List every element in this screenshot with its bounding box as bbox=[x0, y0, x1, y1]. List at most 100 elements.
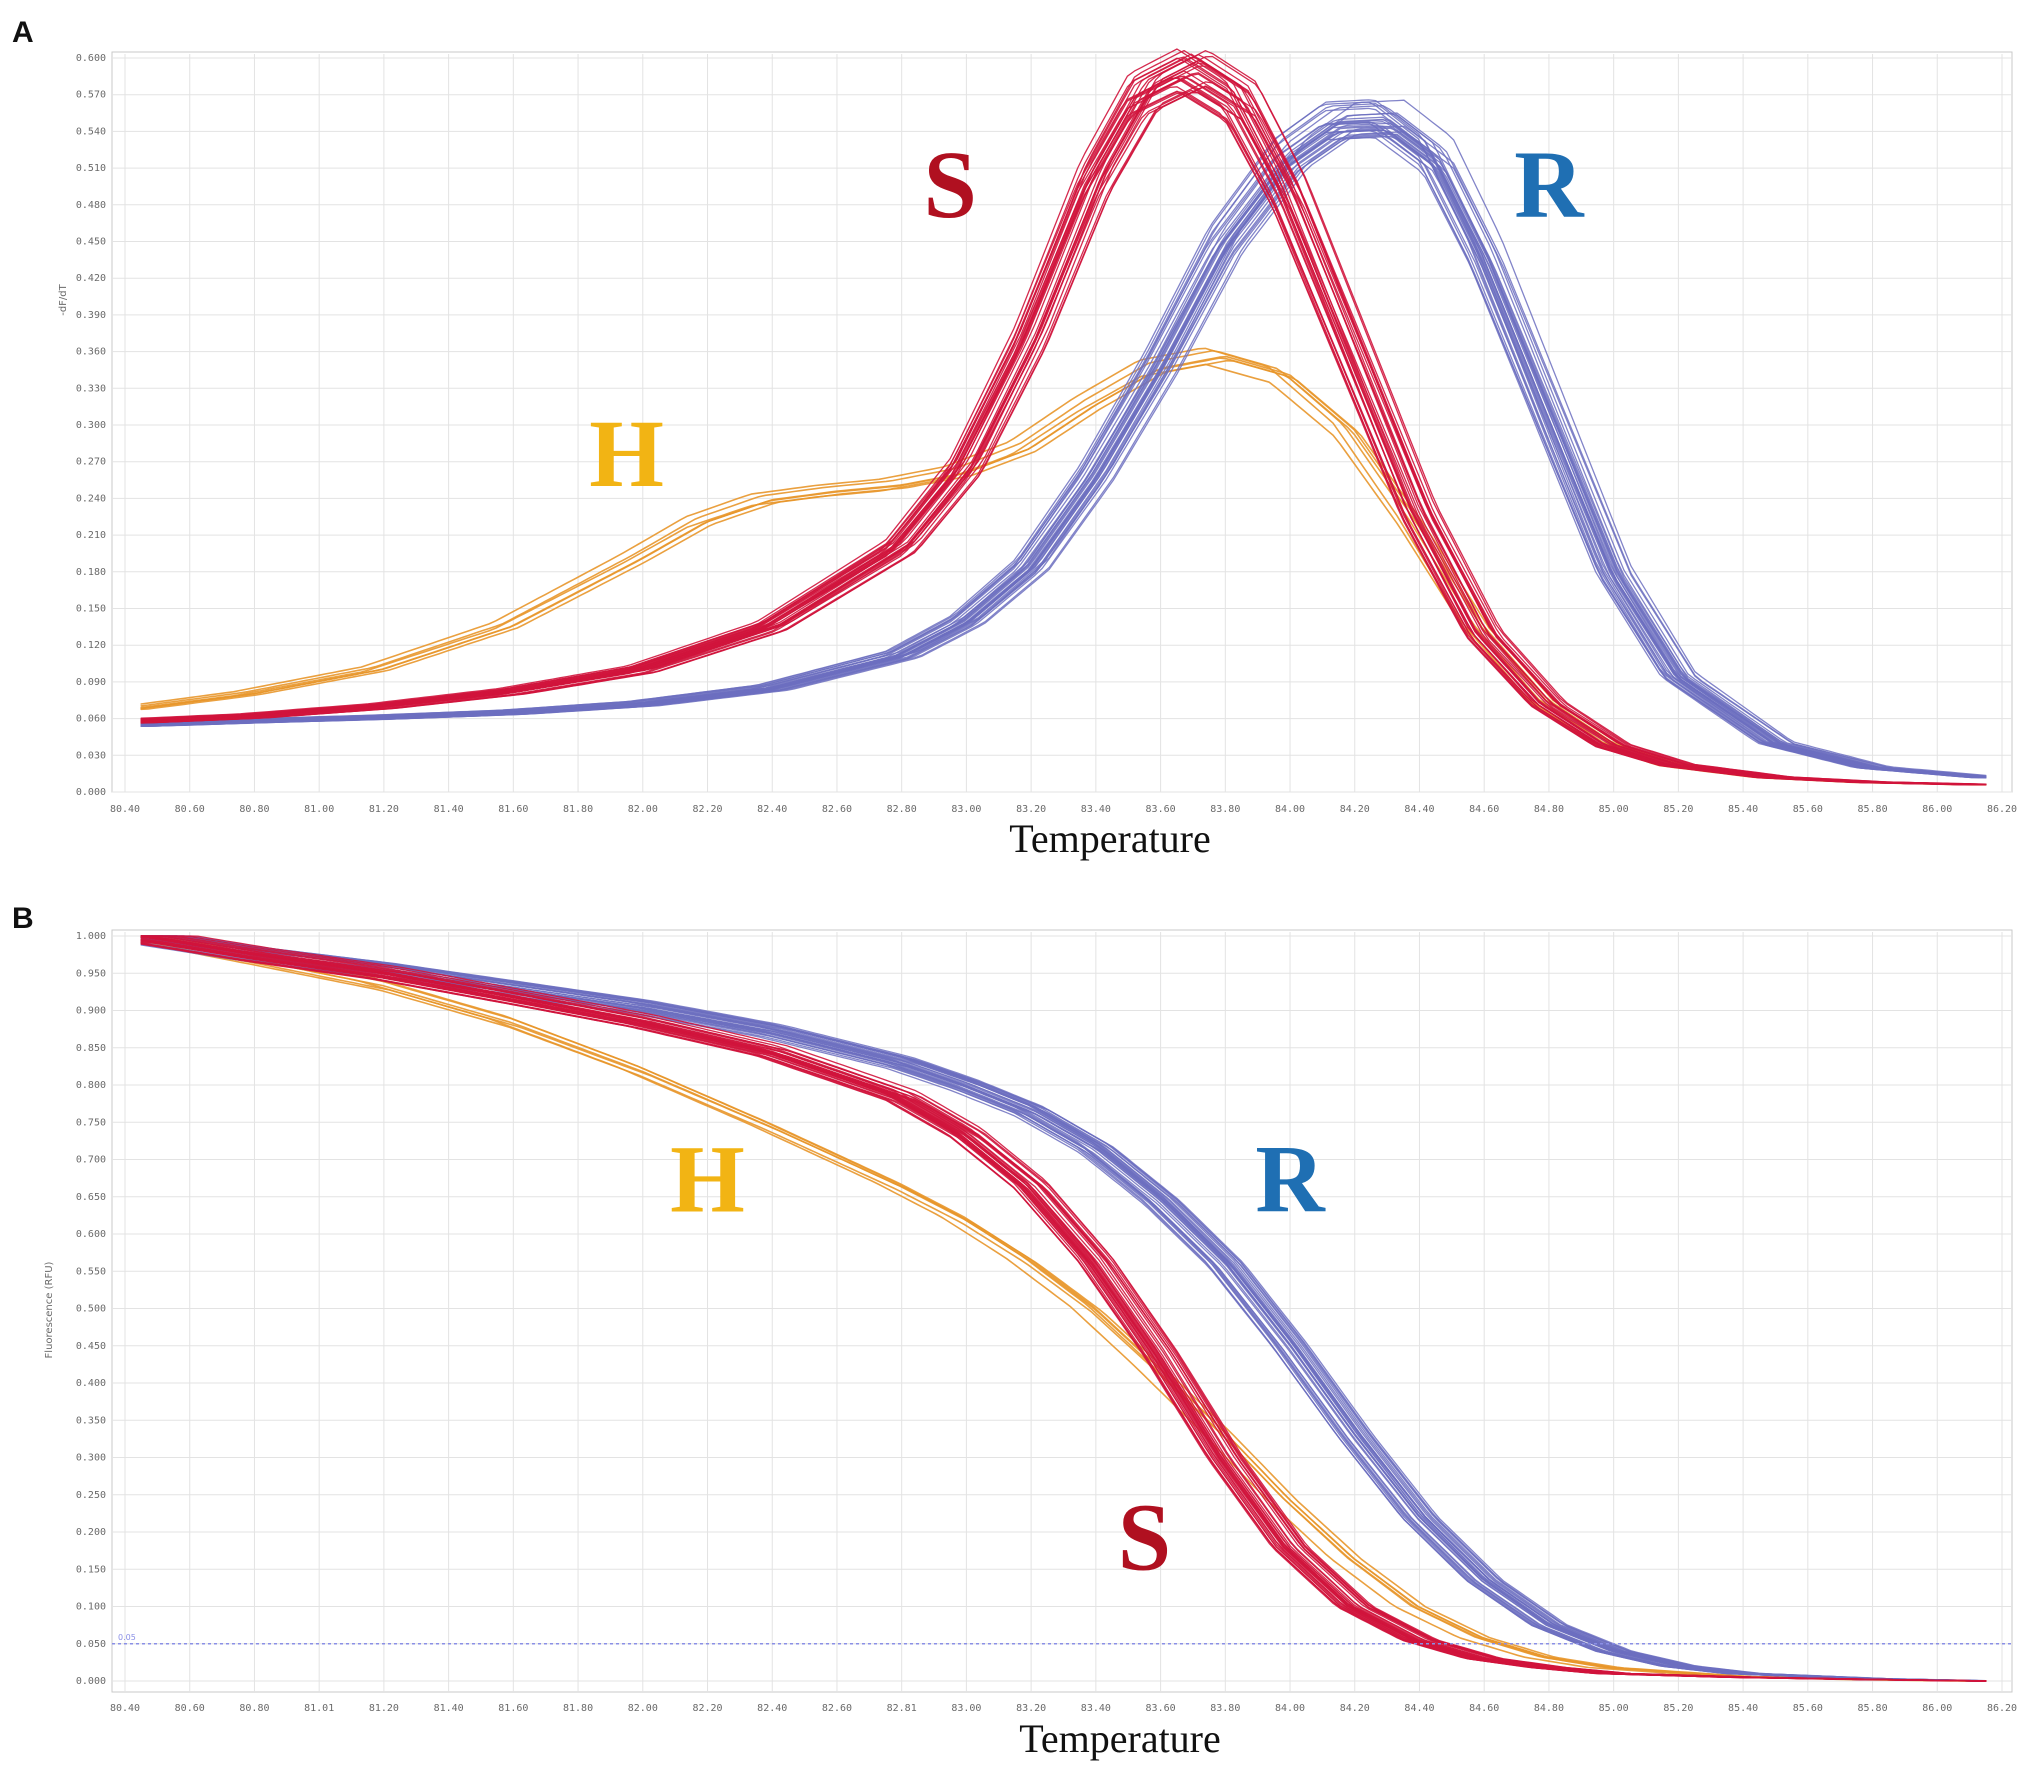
panel-a-trace-S bbox=[140, 76, 1987, 786]
panel-b-x-tick-label: 81.20 bbox=[369, 1703, 399, 1714]
panel-a-trace-H bbox=[140, 363, 1987, 786]
panel-a-trace-R bbox=[140, 99, 1987, 777]
panel-b: B 0.05 0.000 0.050 0.100 0.150 0.200 0.250 0.3… bbox=[12, 902, 2017, 1761]
panel-b-x-tick-label: 84.80 bbox=[1534, 1703, 1564, 1714]
panel-a-y-tick-label: 0.540 bbox=[76, 126, 106, 137]
panel-b-trace-H bbox=[140, 936, 1987, 1682]
panel-b-trace-R bbox=[140, 942, 1987, 1682]
panel-b-x-tick-label: 86.00 bbox=[1922, 1703, 1952, 1714]
panel-a-y-tick-label: 0.150 bbox=[76, 604, 106, 615]
panel-b-trace-S bbox=[140, 939, 1987, 1682]
panel-b-trace-S bbox=[140, 942, 1987, 1682]
panel-b-x-tick-label: 85.40 bbox=[1728, 1703, 1758, 1714]
panel-a-trace-S bbox=[140, 90, 1987, 786]
panel-b-y-tick-label: 0.650 bbox=[76, 1192, 106, 1203]
panel-a-y-ticks: 0.000 0.030 0.060 0.090 0.120 0.150 0.180 0.210… bbox=[76, 53, 106, 798]
panel-a-trace-R bbox=[140, 104, 1987, 778]
panel-a-x-tick-label: 83.00 bbox=[951, 804, 981, 815]
panel-b-label-R: R bbox=[1255, 1126, 1326, 1233]
panel-a-x-tick-label: 82.40 bbox=[757, 804, 787, 815]
panel-a-y-tick-label: 0.570 bbox=[76, 90, 106, 101]
panel-b-y-tick-label: 0.800 bbox=[76, 1080, 106, 1091]
panel-b-x-tick-label: 82.00 bbox=[628, 1703, 658, 1714]
panel-b-y-tick-label: 1.000 bbox=[76, 931, 106, 942]
panel-b-x-tick-label: 83.40 bbox=[1081, 1703, 1111, 1714]
panel-b-x-tick-label: 83.80 bbox=[1210, 1703, 1240, 1714]
panel-a-y-tick-label: 0.180 bbox=[76, 567, 106, 578]
panel-a-x-tick-label: 85.80 bbox=[1857, 804, 1887, 815]
panel-a-x-axis-title: Temperature bbox=[1009, 816, 1211, 861]
panel-b-series-H bbox=[140, 935, 1987, 1682]
panel-a-x-tick-label: 81.20 bbox=[369, 804, 399, 815]
panel-b-trace-S bbox=[140, 943, 1987, 1682]
panel-b-trace-R bbox=[140, 935, 1987, 1682]
panel-b-y-tick-label: 0.550 bbox=[76, 1266, 106, 1277]
panel-a-trace-S bbox=[140, 85, 1987, 786]
panel-a-trace-H bbox=[140, 359, 1987, 786]
panel-a-x-tick-label: 86.20 bbox=[1987, 804, 2017, 815]
panel-b-y-tick-label: 0.000 bbox=[76, 1676, 106, 1687]
panel-b-trace-S bbox=[140, 935, 1987, 1682]
panel-b-x-tick-label: 83.20 bbox=[1016, 1703, 1046, 1714]
panel-a-x-tick-label: 82.00 bbox=[628, 804, 658, 815]
panel-a-trace-S bbox=[140, 53, 1987, 786]
panel-a-x-tick-label: 83.60 bbox=[1146, 804, 1176, 815]
panel-a-trace-S bbox=[140, 92, 1987, 786]
panel-b-y-ticks: 0.000 0.050 0.100 0.150 0.200 0.250 0.300 0.350… bbox=[76, 931, 106, 1687]
panel-b-x-tick-label: 81.60 bbox=[498, 1703, 528, 1714]
panel-a-x-tick-label: 86.00 bbox=[1922, 804, 1952, 815]
panel-b-letter: B bbox=[12, 902, 34, 935]
panel-b-y-axis-label: Fluorescence (RFU) bbox=[44, 1261, 55, 1358]
panel-a-y-tick-label: 0.210 bbox=[76, 530, 106, 541]
panel-a-trace-S bbox=[140, 86, 1987, 786]
panel-a-label-H: H bbox=[589, 400, 664, 507]
panel-a-trace-R bbox=[140, 99, 1987, 778]
panel-a-y-axis-label: -dF/dT bbox=[58, 283, 69, 315]
panel-b-threshold: 0.05 bbox=[112, 1633, 2012, 1645]
panel-a-y-tick-label: 0.000 bbox=[76, 787, 106, 798]
panel-b-traces bbox=[140, 935, 1987, 1682]
panel-b-series-S bbox=[140, 935, 1987, 1682]
panel-b-trace-R bbox=[140, 940, 1987, 1682]
panel-a-y-tick-label: 0.240 bbox=[76, 493, 106, 504]
panel-a-x-tick-label: 81.80 bbox=[563, 804, 593, 815]
panel-a-x-tick-label: 85.60 bbox=[1793, 804, 1823, 815]
panel-b-trace-H bbox=[140, 942, 1987, 1682]
panel-a-y-tick-label: 0.330 bbox=[76, 383, 106, 394]
panel-a-trace-S bbox=[140, 89, 1987, 786]
threshold-label: 0.05 bbox=[118, 1633, 136, 1642]
panel-a-x-tick-label: 84.20 bbox=[1340, 804, 1370, 815]
panel-b-y-tick-label: 0.700 bbox=[76, 1155, 106, 1166]
panel-a-y-tick-label: 0.120 bbox=[76, 640, 106, 651]
panel-b-x-tick-label: 85.80 bbox=[1857, 1703, 1887, 1714]
panel-a-trace-S bbox=[140, 73, 1987, 786]
panel-a-series-R bbox=[140, 99, 1987, 779]
panel-a-series-H bbox=[140, 347, 1987, 786]
panel-a-x-tick-label: 82.20 bbox=[692, 804, 722, 815]
panel-b-group-labels: H R S bbox=[670, 1126, 1326, 1591]
panel-a-x-tick-label: 84.00 bbox=[1275, 804, 1305, 815]
panel-a-series-S bbox=[140, 48, 1987, 786]
panel-a-y-tick-label: 0.360 bbox=[76, 347, 106, 358]
panel-b-y-tick-label: 0.400 bbox=[76, 1378, 106, 1389]
panel-b-y-tick-label: 0.500 bbox=[76, 1304, 106, 1315]
panel-a-trace-R bbox=[140, 107, 1987, 778]
panel-b-y-tick-label: 0.050 bbox=[76, 1639, 106, 1650]
panel-a-trace-S bbox=[140, 60, 1987, 786]
panel-a-x-tick-label: 83.40 bbox=[1081, 804, 1111, 815]
panel-a-y-tick-label: 0.030 bbox=[76, 750, 106, 761]
panel-b-x-ticks: 80.40 80.60 80.80 81.01 81.20 81.40 81.60 81.80… bbox=[110, 1703, 2017, 1714]
panel-a-trace-R bbox=[140, 135, 1987, 778]
panel-b-x-tick-label: 83.60 bbox=[1146, 1703, 1176, 1714]
panel-b-label-S: S bbox=[1118, 1483, 1171, 1590]
panel-a-trace-S bbox=[140, 48, 1987, 786]
panel-b-x-tick-label: 81.40 bbox=[434, 1703, 464, 1714]
panel-a-trace-S bbox=[140, 54, 1987, 786]
panel-a-x-tick-label: 81.60 bbox=[498, 804, 528, 815]
panel-a-y-tick-label: 0.480 bbox=[76, 200, 106, 211]
panel-a-x-tick-label: 85.40 bbox=[1728, 804, 1758, 815]
panel-b-x-tick-label: 80.60 bbox=[175, 1703, 205, 1714]
panel-a-x-tick-label: 80.60 bbox=[175, 804, 205, 815]
panel-b-y-tick-label: 0.350 bbox=[76, 1415, 106, 1426]
panel-a-trace-S bbox=[140, 72, 1987, 786]
